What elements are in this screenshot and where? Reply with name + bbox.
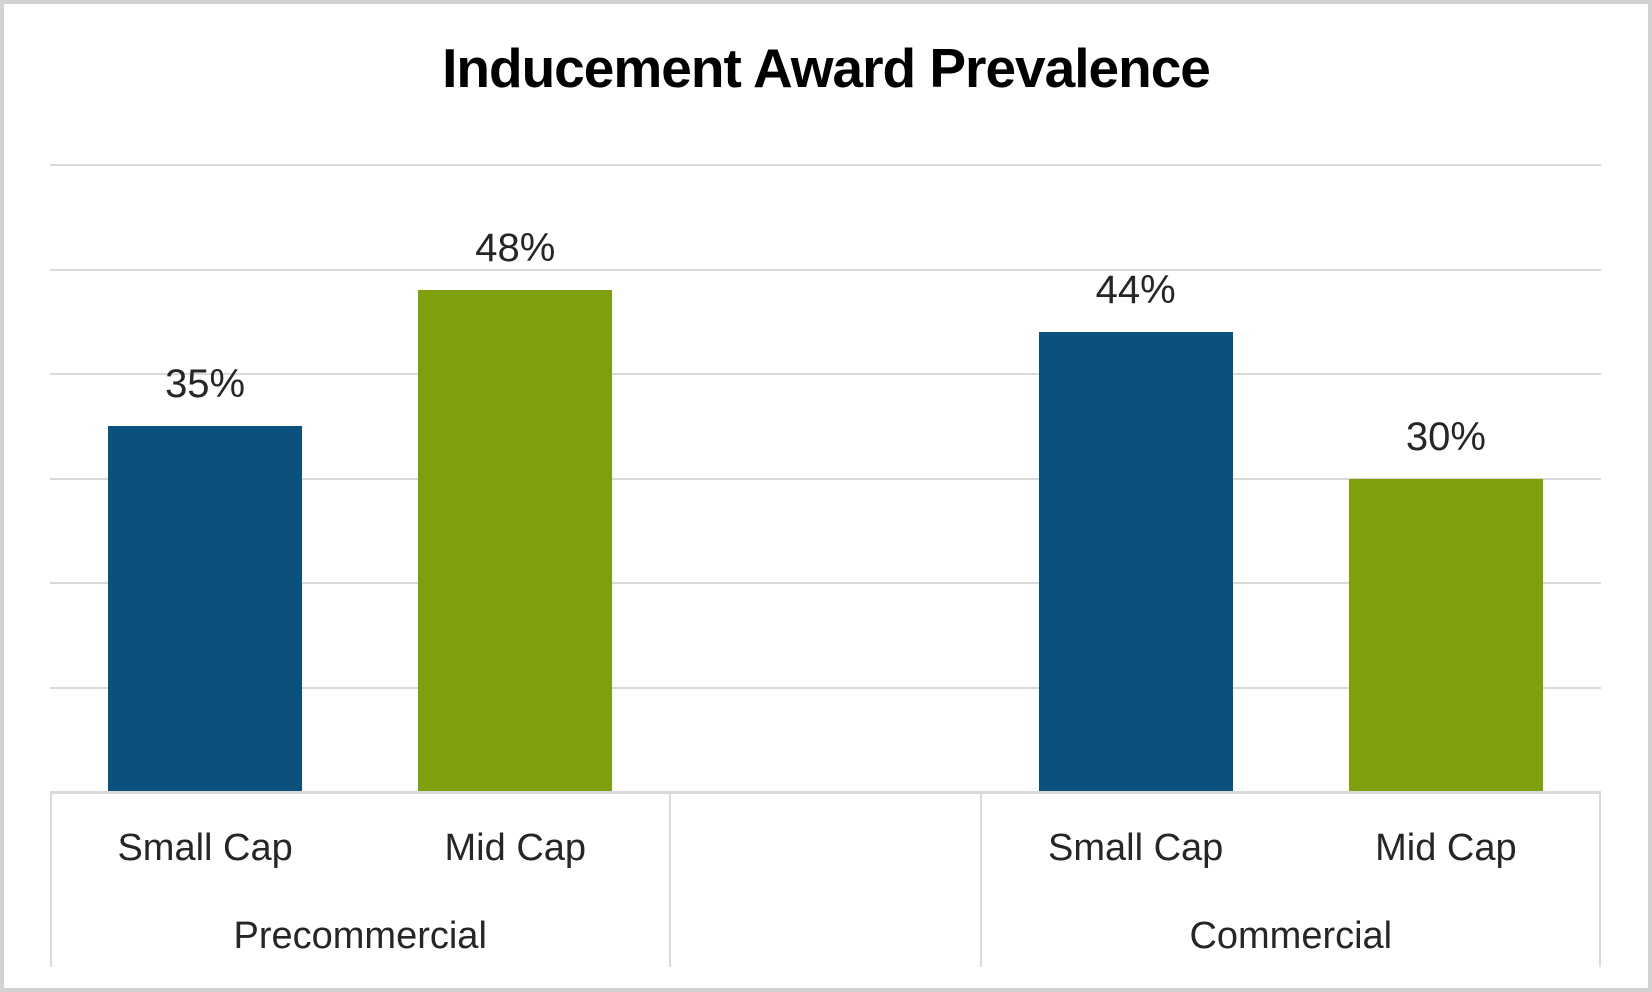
plot-area: 35% 48% 44% 30% [50,140,1601,792]
category-axis: Small Cap Mid Cap Small Cap Mid Cap Precomme… [50,791,1601,967]
axis-group-separator [669,791,671,967]
gridline-30pct [50,477,1601,480]
gridline-40pct [50,373,1601,376]
group-label-commercial: Commercial [1189,914,1393,957]
gridline-20pct [50,582,1601,585]
bar-mid-cap-precommercial [418,290,613,792]
gridline-10pct [50,686,1601,689]
category-label-small-cap-commercial: Small Cap [1048,826,1224,869]
category-axis-line [50,791,1601,794]
data-label-mid-cap-precommercial: 48% [475,226,556,271]
chart-title: Inducement Award Prevalence [442,37,1211,99]
data-label-mid-cap-commercial: 30% [1405,414,1486,459]
data-label-small-cap-precommercial: 35% [165,362,246,407]
axis-group-separator [980,791,982,967]
axis-group-separator [1599,791,1601,967]
category-label-mid-cap-precommercial: Mid Cap [444,826,587,869]
category-label-mid-cap-commercial: Mid Cap [1375,826,1517,869]
axis-group-separator [50,791,52,967]
group-label-precommercial: Precommercial [233,914,487,957]
bar-small-cap-commercial [1038,332,1233,792]
category-label-small-cap-precommercial: Small Cap [117,826,293,869]
bar-mid-cap-commercial [1348,478,1543,792]
gridline-50pct [50,268,1601,271]
data-label-small-cap-commercial: 44% [1095,268,1176,313]
gridline-60pct [50,164,1601,167]
bar-small-cap-precommercial [108,426,303,792]
